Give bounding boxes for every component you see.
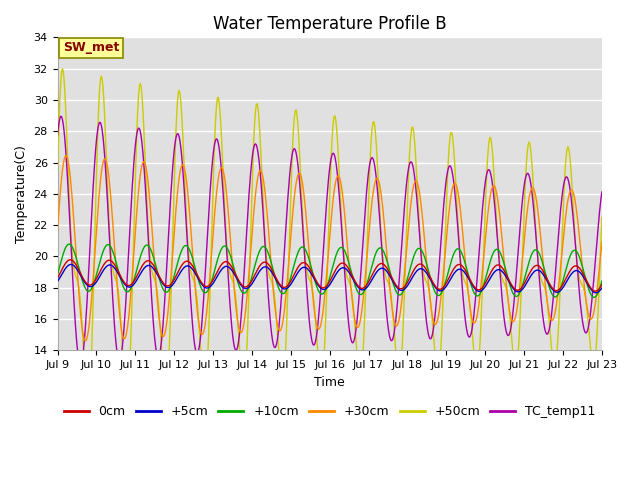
Y-axis label: Temperature(C): Temperature(C)	[15, 145, 28, 243]
X-axis label: Time: Time	[314, 376, 345, 389]
Title: Water Temperature Profile B: Water Temperature Profile B	[213, 15, 447, 33]
Text: SW_met: SW_met	[63, 41, 119, 54]
Legend: 0cm, +5cm, +10cm, +30cm, +50cm, TC_temp11: 0cm, +5cm, +10cm, +30cm, +50cm, TC_temp1…	[59, 400, 601, 423]
